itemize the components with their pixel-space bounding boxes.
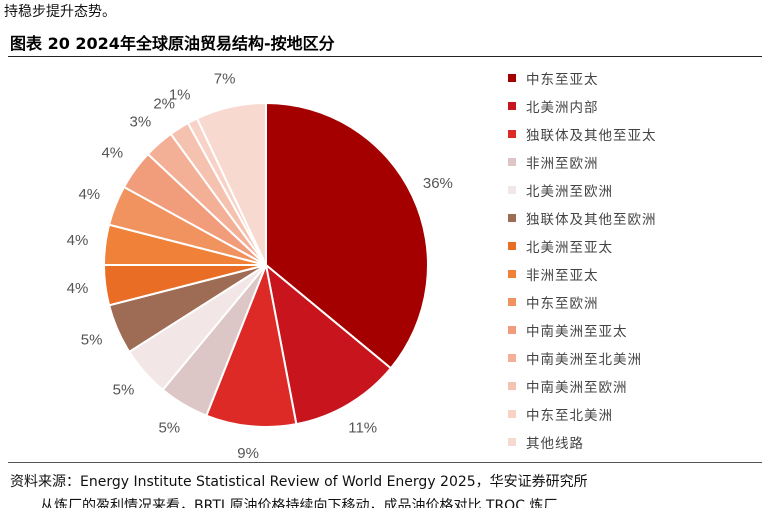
legend-item: 中南美洲至亚太 [508, 316, 657, 344]
legend-item: 非洲至欧洲 [508, 148, 657, 176]
legend-label: 独联体及其他至亚太 [526, 128, 657, 144]
slice-value-label: 4% [101, 144, 123, 161]
legend-label: 北美洲至亚太 [526, 240, 613, 256]
pie-slice [205, 261, 298, 428]
title-rule [8, 56, 762, 57]
legend-label: 中南美洲至北美洲 [526, 352, 642, 368]
legend-item: 北美洲至亚太 [508, 232, 657, 260]
slice-value-label: 4% [67, 232, 89, 249]
legend-swatch [508, 242, 516, 250]
legend-swatch [508, 354, 516, 362]
slice-value-label: 9% [237, 445, 259, 460]
legend-swatch [508, 158, 516, 166]
slice-value-label: 4% [78, 186, 100, 203]
legend-label: 中东至北美洲 [526, 408, 613, 424]
legend-swatch [508, 186, 516, 194]
pie-slice [264, 262, 393, 426]
slice-value-label: 5% [113, 382, 135, 399]
legend-swatch [508, 74, 516, 82]
legend-swatch [508, 130, 516, 138]
legend-swatch [508, 410, 516, 418]
legend-label: 独联体及其他至欧洲 [526, 212, 657, 228]
legend-swatch [508, 382, 516, 390]
intro-text-fragment: 持稳步提升态势。 [4, 4, 116, 20]
figure-title: 图表 20 2024年全球原油贸易结构-按地区分 [10, 34, 335, 53]
legend-swatch [508, 214, 516, 222]
legend-swatch [508, 438, 516, 446]
slice-value-label: 5% [81, 331, 103, 348]
legend-item: 非洲至亚太 [508, 260, 657, 288]
legend-item: 其他线路 [508, 428, 657, 456]
slice-value-label: 36% [423, 175, 453, 192]
legend-label: 中东至欧洲 [526, 296, 599, 312]
legend-swatch [508, 326, 516, 334]
legend-item: 中东至北美洲 [508, 400, 657, 428]
slice-value-label: 3% [130, 113, 152, 130]
legend-label: 中南美洲至亚太 [526, 324, 628, 340]
legend-label: 中东至亚太 [526, 72, 599, 88]
source-rule [8, 462, 762, 463]
legend-label: 非洲至亚太 [526, 268, 599, 284]
legend-swatch [508, 298, 516, 306]
chart-legend: 中东至亚太北美洲内部独联体及其他至亚太 非洲至欧洲北美洲至欧洲独联体及其他至欧洲北… [508, 64, 657, 456]
slice-value-label: 7% [214, 71, 236, 88]
legend-item: 中东至亚太 [508, 64, 657, 92]
slice-value-label: 1% [169, 87, 191, 104]
source-note: 资料来源：Energy Institute Statistical Review… [10, 474, 588, 490]
legend-item: 独联体及其他至亚太 [508, 120, 657, 148]
pie-slice [265, 101, 429, 370]
slice-value-label: 4% [67, 280, 89, 297]
legend-label: 北美洲内部 [526, 100, 599, 116]
legend-item: 北美洲内部 [508, 92, 657, 120]
body-text-fragment: 从炼厂的盈利情况来看，BRTI 原油价格持续向下移动，成品油价格对比 TROC … [40, 498, 558, 508]
slice-value-label: 2% [153, 96, 175, 113]
legend-label: 非洲至欧洲 [526, 156, 599, 172]
legend-label: 其他线路 [526, 436, 584, 452]
legend-item: 中南美洲至北美洲 [508, 344, 657, 372]
legend-item: 北美洲至欧洲 [508, 176, 657, 204]
pie-chart: 36% 11% 9% 5% 5% 5% 4% 4% 4% 4% 3%2%1% 7% [67, 71, 453, 460]
legend-label: 北美洲至欧洲 [526, 184, 613, 200]
legend-swatch [508, 270, 516, 278]
slice-value-label: 11% [348, 419, 377, 436]
legend-label: 中南美洲至欧洲 [526, 380, 628, 396]
slice-value-label: 5% [158, 419, 180, 436]
pie-slice [195, 101, 267, 266]
legend-swatch [508, 102, 516, 110]
legend-item: 中南美洲至欧洲 [508, 372, 657, 400]
legend-item: 中东至欧洲 [508, 288, 657, 316]
legend-item: 独联体及其他至欧洲 [508, 204, 657, 232]
